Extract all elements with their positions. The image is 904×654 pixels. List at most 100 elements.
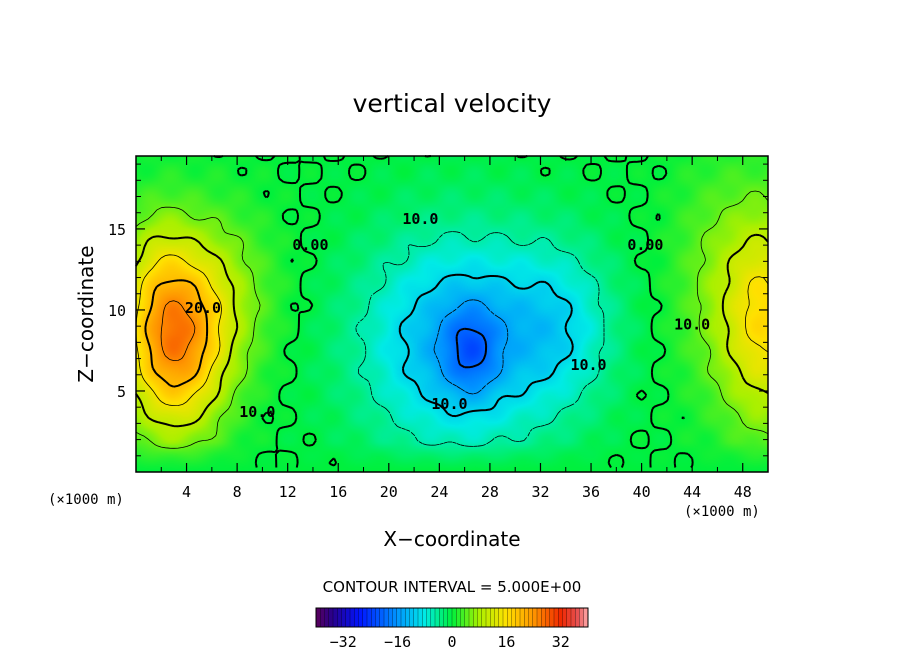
colorbar-cell: [417, 607, 423, 628]
x-tick-label: 8: [233, 483, 242, 501]
colorbar-cell: [422, 607, 427, 628]
colorbar-cell: [570, 607, 576, 628]
x-tick-label: 16: [329, 483, 347, 501]
colorbar-cell: [332, 607, 338, 628]
contour-line: [355, 231, 605, 447]
x-tick-label: 32: [531, 483, 549, 501]
x-tick-label: 40: [633, 483, 651, 501]
colorbar-tick-label: 16: [497, 633, 515, 651]
contour-line: [213, 155, 694, 469]
colorbar-cell: [460, 607, 466, 628]
colorbar-cell: [481, 607, 487, 628]
colorbar-cell: [541, 607, 546, 628]
colorbar-cell: [375, 607, 381, 628]
colorbar-cell: [477, 607, 483, 628]
colorbar-cell: [362, 607, 368, 628]
colorbar-cell: [358, 607, 364, 628]
contour-interval-text: CONTOUR INTERVAL = 5.000E+00: [323, 578, 582, 596]
colorbar: −32 −16 0 16 32: [315, 607, 589, 651]
contour-label: 20.0: [185, 299, 221, 317]
x-tick-label: 12: [279, 483, 297, 501]
y-tick-label: 15: [108, 221, 126, 239]
colorbar-cell: [439, 607, 444, 628]
colorbar-cell: [515, 607, 521, 628]
colorbar-cell: [430, 607, 436, 628]
colorbar-cell: [320, 607, 325, 628]
colorbar-cell: [553, 607, 559, 628]
y-tick-label: 10: [108, 302, 126, 320]
colorbar-cell: [485, 607, 491, 628]
colorbar-cell: [549, 607, 555, 628]
contour-label: 10.0: [570, 356, 606, 374]
colorbar-cell: [426, 607, 432, 628]
colorbar-cell: [405, 607, 410, 628]
colorbar-cell: [447, 607, 453, 628]
colorbar-cell: [337, 607, 342, 628]
colorbar-tick-label: −32: [330, 633, 357, 651]
colorbar-cell: [558, 607, 563, 628]
y-axis: 5 10 15: [108, 163, 768, 457]
colorbar-cell: [383, 607, 389, 628]
colorbar-cell: [464, 607, 470, 628]
contour-line: [135, 190, 769, 449]
colorbar-cell: [528, 607, 534, 628]
x-unit-label: (×1000 m): [684, 504, 760, 520]
colorbar-cell: [532, 607, 538, 628]
contour-line: [433, 299, 509, 395]
colorbar-cell: [579, 607, 585, 628]
colorbar-cells: [315, 607, 589, 628]
colorbar-cell: [371, 607, 376, 628]
colorbar-cell: [524, 607, 529, 628]
contour-label: 10.0: [239, 403, 275, 421]
colorbar-cell: [354, 607, 359, 628]
colorbar-cell: [366, 607, 372, 628]
z-unit-label: (×1000 m): [48, 492, 124, 508]
colorbar-cell: [575, 607, 580, 628]
contour-label: 10.0: [431, 395, 467, 413]
y-tick-label: 5: [117, 383, 126, 401]
colorbar-cell: [562, 607, 568, 628]
colorbar-cell: [324, 607, 330, 628]
colorbar-cell: [498, 607, 504, 628]
colorbar-cell: [349, 607, 355, 628]
contour-label: 0.00: [627, 236, 663, 254]
colorbar-cell: [379, 607, 385, 628]
colorbar-cell: [392, 607, 398, 628]
colorbar-cell: [502, 607, 508, 628]
contour-label: 0.00: [292, 236, 328, 254]
colorbar-cell: [315, 607, 321, 628]
colorbar-cell: [494, 607, 500, 628]
contour-label: 10.0: [402, 210, 438, 228]
contour-line: [398, 273, 574, 418]
x-tick-label: 36: [582, 483, 600, 501]
colorbar-cell: [545, 607, 551, 628]
x-tick-label: 24: [430, 483, 448, 501]
contour-labels: 20.0 10.0 0.00 10.0 10.0 10.0 0.00 10.0: [185, 210, 710, 421]
plot-area: 20.0 10.0 0.00 10.0 10.0 10.0 0.00 10.0: [135, 155, 769, 473]
x-tick-label: 20: [380, 483, 398, 501]
x-tick-label: 44: [683, 483, 701, 501]
colorbar-cell: [566, 607, 572, 628]
chart-title: vertical velocity: [353, 89, 552, 118]
colorbar-ticks: −32 −16 0 16 32: [330, 633, 570, 651]
colorbar-cell: [409, 607, 415, 628]
colorbar-tick-label: 32: [552, 633, 570, 651]
colorbar-cell: [400, 607, 406, 628]
colorbar-cell: [507, 607, 512, 628]
velocity-heatmap: [136, 156, 768, 472]
contour-line: [160, 300, 196, 361]
x-axis: 4 8 12 16 20 24 28 32 36 40 44 48: [160, 156, 752, 501]
colorbar-tick-label: 0: [447, 633, 456, 651]
x-axis-label: X−coordinate: [383, 527, 520, 551]
contour-label: 10.0: [674, 315, 710, 333]
y-axis-label: Z−coordinate: [74, 245, 98, 382]
colorbar-cell: [345, 607, 351, 628]
colorbar-cell: [396, 607, 402, 628]
colorbar-cell: [341, 607, 347, 628]
x-tick-label: 28: [481, 483, 499, 501]
x-tick-label: 48: [734, 483, 752, 501]
colorbar-cell: [413, 607, 419, 628]
contour-line: [455, 327, 488, 369]
colorbar-cell: [451, 607, 457, 628]
contour-line: [144, 279, 209, 388]
